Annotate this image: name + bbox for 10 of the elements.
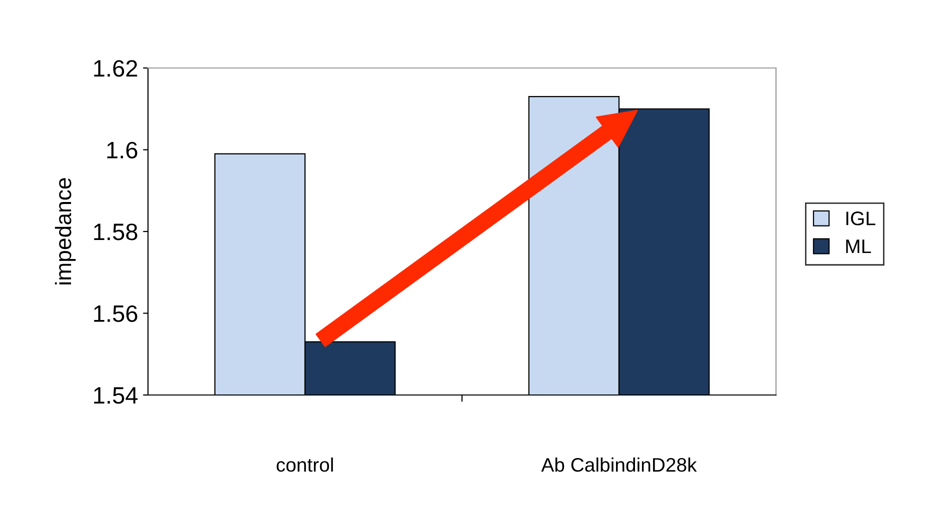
- legend-label: ML: [846, 240, 871, 254]
- y-axis-title: impedance: [54, 178, 76, 284]
- y-tick-label: 1.54: [94, 387, 138, 404]
- legend-label: IGL: [846, 212, 876, 226]
- y-tick-label: 1.58: [94, 224, 138, 240]
- x-tick-label: Ab CalbindinD28k: [541, 458, 697, 472]
- x-tick-label: control: [276, 458, 333, 472]
- y-tick-label: 1.6: [107, 142, 138, 159]
- y-tick-label: 1.62: [94, 60, 138, 77]
- y-tick-label: 1.56: [94, 305, 138, 322]
